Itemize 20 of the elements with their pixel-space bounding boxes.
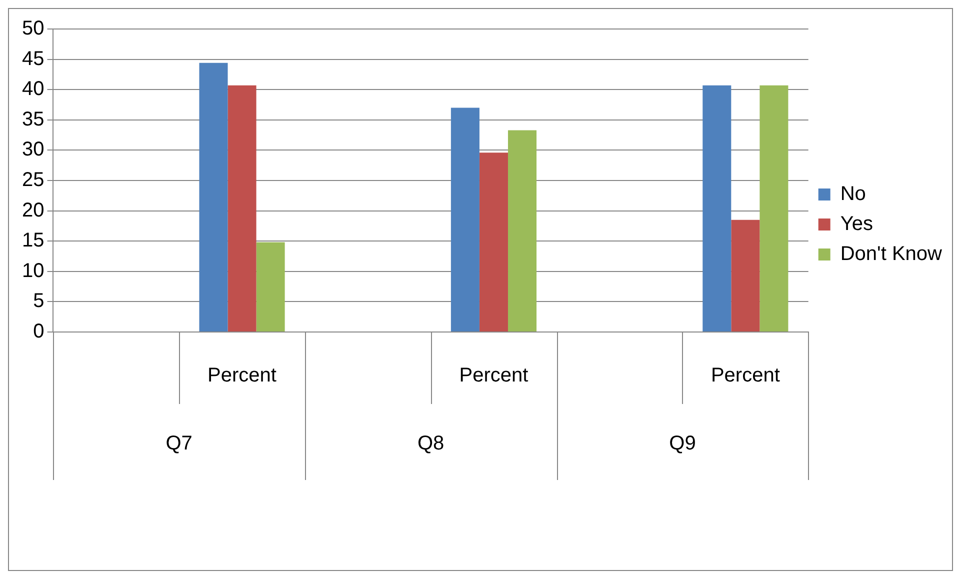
y-tick-label: 50 <box>22 18 44 40</box>
x-tick-label: Percent <box>208 364 277 387</box>
y-tick-label: 0 <box>33 320 44 343</box>
y-tick-label: 30 <box>22 138 44 161</box>
text: Q8 <box>417 432 444 455</box>
text: Q7 <box>166 432 192 455</box>
y-tick-label: 10 <box>22 260 44 282</box>
legend-label: Yes <box>840 213 873 236</box>
legend-label: No <box>840 183 866 206</box>
y-tick-label: 40 <box>22 78 44 100</box>
y-tick-label: 5 <box>33 290 44 312</box>
x-tick-label: Percent <box>710 364 780 387</box>
x-tick-label: Percent <box>459 364 529 387</box>
y-tick-label: 35 <box>22 108 44 130</box>
y-tick-label: 20 <box>22 199 44 222</box>
y-tick-label: 45 <box>22 48 44 70</box>
legend-label: Don't Know <box>840 243 943 266</box>
y-tick-label: 25 <box>22 169 44 192</box>
y-tick-label: 15 <box>22 230 44 252</box>
text: Q9 <box>669 432 696 455</box>
